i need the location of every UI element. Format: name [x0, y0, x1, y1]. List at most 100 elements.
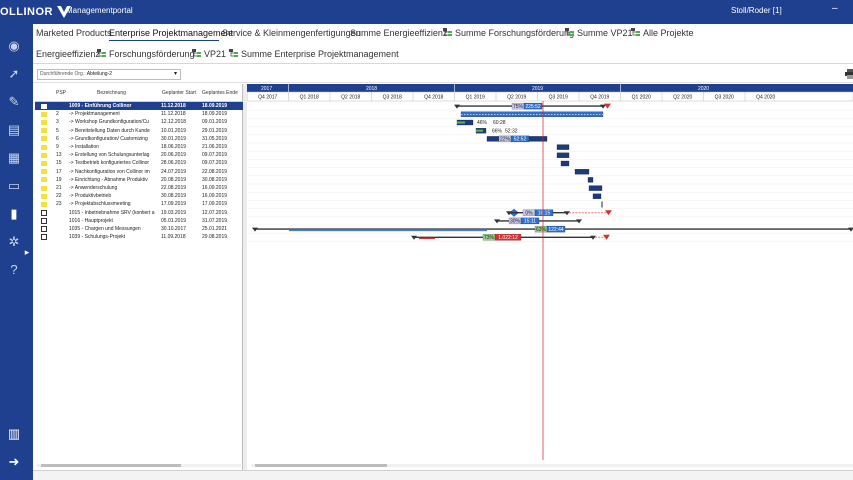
grid-header: PSP Bezeichnung Geplanter Start Geplante…	[35, 84, 243, 102]
task-bar[interactable]	[556, 144, 570, 150]
help-icon[interactable]: ?	[10, 262, 18, 277]
org-filter-select[interactable]: Durchführende Org.: Abteilung-2 ▾	[37, 69, 181, 80]
table-row[interactable]: 15 -> Testbetrieb konfiguriertes Collinor…	[35, 159, 243, 167]
table-row[interactable]: 1035 - Chargen und Messungen 30.10.2017 25…	[35, 225, 243, 233]
summary-start-marker	[411, 235, 417, 240]
table-row[interactable]: 6 -> Grundkonfiguration/ Customizing 30.01…	[35, 135, 243, 143]
table-row[interactable]: 17 -> Nachkonfiguration von Collinor im 24…	[35, 168, 243, 176]
rocket-icon[interactable]: ➚	[8, 66, 20, 81]
tab-service-kleinmengen[interactable]: Service & Kleinmengenfertigungen	[222, 28, 361, 38]
gantt-chart: 2017 2018 2019 2020 Q4 2017 Q1 2018 Q2 2018 Q3 …	[247, 84, 853, 467]
cell-psp: 19	[56, 176, 62, 183]
table-row[interactable]: 1016 - Hauptprojekt 05.01.2019 31.07.2019	[35, 217, 243, 225]
bar-chart-icon[interactable]: ▮	[10, 206, 18, 221]
task-bar[interactable]	[560, 160, 570, 167]
col-bezeichnung[interactable]: Bezeichnung	[97, 90, 126, 96]
task-bar[interactable]	[556, 152, 570, 158]
tab-energieeffizienz[interactable]: Energieeffizienz	[36, 49, 100, 59]
task-bar[interactable]	[587, 177, 594, 183]
table-row[interactable]: 19 -> Einrichtung - Abnahme Produktiv 20.0…	[35, 176, 243, 184]
quarter-label: Q3 2019	[549, 95, 568, 101]
table-row[interactable]: 21 -> Anwenderschulung 22.08.2019 16.09.201…	[35, 184, 243, 192]
home-icon[interactable]: ◉	[8, 38, 20, 53]
clipboard-icon[interactable]: ▤	[7, 122, 21, 137]
user-name[interactable]: Stoll/Roder [1]	[731, 6, 782, 15]
table-row[interactable]: 1009 - Einführung Collinor 11.12.2018 18.0…	[35, 102, 243, 111]
scrollbar-thumb[interactable]	[41, 464, 181, 467]
col-start[interactable]: Geplanter Start	[162, 90, 196, 96]
logo-text: OLLINOR	[0, 6, 53, 18]
summary-end-marker	[576, 219, 582, 224]
table-row[interactable]: 23 -> Projektabschlussmeeting 17.09.2019 17…	[35, 200, 243, 208]
task-bar[interactable]	[592, 193, 602, 199]
cell-psp: 9	[56, 144, 59, 150]
task-bar[interactable]	[588, 185, 603, 191]
org-filter-label: Durchführende Org.:	[40, 71, 86, 77]
table-row[interactable]: 13 -> Erstellung von Schulungsunterlag 20.…	[35, 151, 243, 159]
cell-end: 16.09.2019	[202, 185, 228, 191]
progress-label: 0%	[525, 210, 533, 216]
cell-end: 30.08.2019	[202, 176, 228, 183]
active-tab-underline	[109, 40, 219, 41]
tab-forschungsfoerderung[interactable]: Forschungsförderung	[97, 49, 195, 59]
project-grid: PSP Bezeichnung Geplanter Start Geplante…	[35, 84, 243, 470]
cell-name: -> Einrichtung - Abnahme Produktiv	[69, 176, 148, 183]
table-row[interactable]: 3 -> Workshop Grundkonfiguration/Cu 12.12.…	[35, 118, 243, 126]
tab-summe-enterprise-projektmanagement[interactable]: Summe Enterprise Projektmanagement	[229, 49, 399, 59]
tab-summe-forschungsfoerderung[interactable]: Summe Forschungsförderung	[443, 28, 574, 38]
tab-label: Summe VP21	[577, 28, 633, 38]
project-icon	[41, 226, 47, 232]
logout-icon[interactable]: ➜	[8, 454, 20, 469]
minimize-button[interactable]: –	[832, 3, 838, 14]
duration-label: 122:44	[548, 227, 564, 233]
tab-summe-vp21[interactable]: Summe VP21	[565, 28, 633, 38]
quarter-label: Q4 2018	[424, 95, 443, 101]
duration-label: 16:15	[538, 210, 551, 216]
tab-enterprise-projektmanagement[interactable]: Enterprise Projektmanagement	[109, 28, 233, 38]
logo: OLLINOR	[0, 2, 72, 22]
project-icon	[41, 234, 47, 241]
tab-alle-projekte[interactable]: Alle Projekte	[631, 28, 694, 38]
task-progress	[476, 129, 483, 132]
table-row[interactable]: 22 -> Produktivbetrieb 30.08.2019 16.09.201…	[35, 192, 243, 200]
cell-start: 12.12.2018	[161, 119, 187, 126]
task-icon	[41, 160, 47, 166]
cell-start: 10.01.2019	[161, 127, 187, 134]
expand-icon[interactable]: ▸	[24, 247, 30, 257]
table-row[interactable]: 9 -> Installation 18.06.2019 21.06.2019	[35, 143, 243, 151]
calendar-icon[interactable]: ▦	[7, 150, 21, 165]
col-end[interactable]: Geplantes Ende	[202, 90, 238, 96]
splitter-handle[interactable]	[243, 84, 247, 470]
gear-icon[interactable]: ✲	[8, 234, 20, 249]
table-row[interactable]: 2 -> Projektmanagement 11.12.2018 18.09.201…	[35, 110, 243, 118]
deadline-marker	[604, 103, 611, 109]
task-bar[interactable]	[574, 169, 590, 175]
col-psp[interactable]: PSP	[56, 90, 67, 96]
cell-start: 30.08.2019	[161, 193, 187, 200]
horizontal-scrollbar[interactable]	[251, 464, 853, 467]
table-row[interactable]: 5 -> Bereitstellung Daten durch Kunde 10.0…	[35, 127, 243, 135]
tab-summe-energieeffizienz[interactable]: Summe Energieeffizienz	[350, 28, 447, 38]
summary-start-marker	[454, 104, 460, 109]
cell-start: 17.09.2019	[161, 201, 187, 208]
tab-marketed-products[interactable]: Marketed Products	[36, 28, 112, 38]
table-row[interactable]: 1015 - Inbetriebnahme SRV (kontiert a 19.…	[35, 209, 243, 217]
duration-badge	[534, 209, 554, 216]
table-row[interactable]: 1039 - Schulungs-Projekt 11.09.2018 29.08.…	[35, 233, 243, 241]
scrollbar-thumb[interactable]	[255, 464, 387, 467]
cell-name: -> Projektabschlussmeeting	[69, 201, 131, 208]
folder-icon[interactable]: ▭	[7, 178, 21, 193]
wrench-icon[interactable]: ✎	[8, 94, 20, 109]
cell-end: 22.08.2019	[202, 168, 228, 175]
task-icon	[41, 152, 47, 158]
cell-psp: 6	[56, 135, 59, 142]
cell-start: 20.08.2019	[161, 176, 187, 183]
title-bar: OLLINOR Managementportal Stoll/Roder [1]…	[0, 0, 853, 24]
print-icon[interactable]	[845, 69, 853, 79]
deadline-marker	[603, 234, 610, 240]
grid-horizontal-scrollbar[interactable]	[37, 464, 241, 467]
building-icon[interactable]: ▥	[7, 426, 21, 441]
cell-start: 20.06.2019	[161, 152, 187, 159]
tab-vp21[interactable]: VP21	[192, 49, 226, 59]
cell-end: 17.09.2019	[202, 201, 228, 208]
